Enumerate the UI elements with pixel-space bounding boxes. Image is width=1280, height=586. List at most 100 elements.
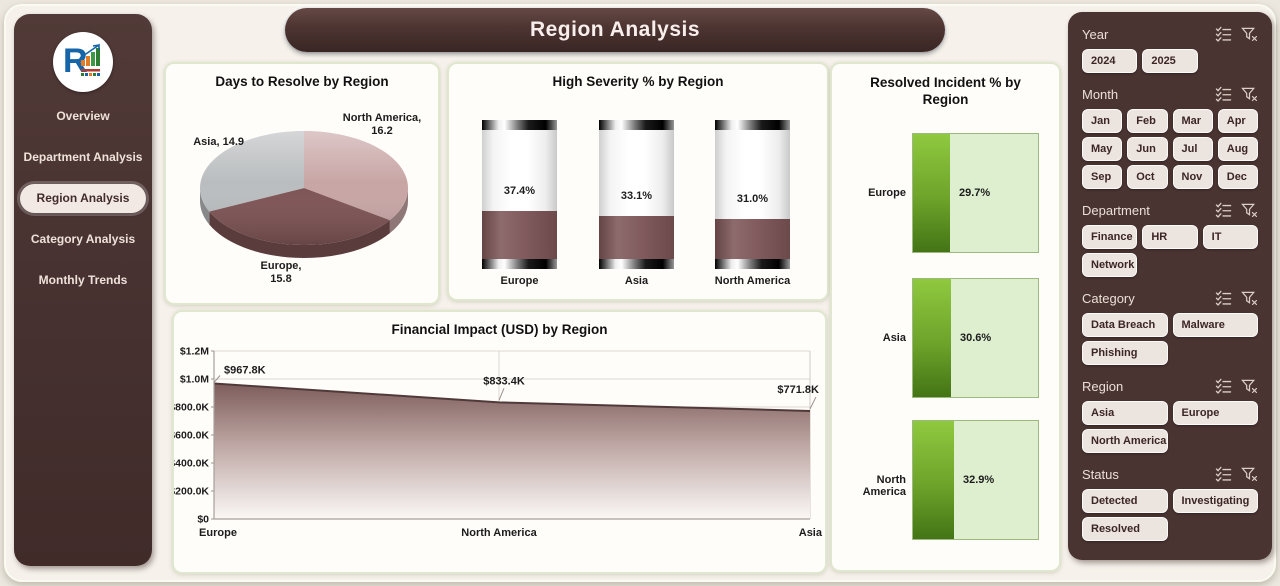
clear-filter-icon[interactable] — [1241, 27, 1258, 42]
cylinder-body: 33.1% — [599, 130, 674, 259]
multi-select-icon[interactable] — [1215, 202, 1232, 218]
panel-resolved-incident: Resolved Incident % by Region Europe 29.7… — [830, 62, 1061, 572]
cylinder-body: 37.4% — [482, 130, 557, 259]
slicer-options-status: Detected Investigating Resolved — [1082, 489, 1258, 541]
sidebar-item-category-analysis[interactable]: Category Analysis — [30, 232, 136, 246]
filter-category-data-breach[interactable]: Data Breach — [1082, 313, 1168, 337]
filter-month-mar[interactable]: Mar — [1172, 109, 1213, 133]
slicer-title: Category — [1082, 290, 1135, 306]
filter-category-phishing[interactable]: Phishing — [1082, 341, 1168, 365]
panel-days-to-resolve: Days to Resolve by Region North America,… — [164, 62, 440, 305]
resolved-value-label: 30.6% — [960, 332, 992, 344]
filter-month-jan[interactable]: Jan — [1082, 109, 1123, 133]
filter-month-jul[interactable]: Jul — [1172, 137, 1213, 161]
filter-month-jun[interactable]: Jun — [1127, 137, 1168, 161]
filter-status-investigating[interactable]: Investigating — [1172, 489, 1258, 513]
filter-department-hr[interactable]: HR — [1142, 225, 1198, 249]
filter-month-sep[interactable]: Sep — [1082, 165, 1123, 189]
slicer-title: Month — [1082, 86, 1119, 102]
severity-bar-asia[interactable] — [599, 216, 674, 259]
filter-region-north-america[interactable]: North America — [1082, 429, 1168, 453]
slicer-icon-group — [1215, 378, 1258, 394]
y-axis-label: $0 — [197, 514, 209, 526]
chart-title-resolved-incident: Resolved Incident % by Region — [870, 75, 1021, 107]
slicer-region: Region Asia Europe North America — [1082, 376, 1258, 453]
sidebar-nav: Overview Department Analysis Region Analys… — [20, 102, 146, 295]
slicer-department: Department Finance HR IT Network — [1082, 200, 1258, 277]
resolved-bar-track-asia — [912, 278, 1039, 398]
severity-category-label: Europe — [500, 275, 539, 287]
filter-month-may[interactable]: May — [1082, 137, 1123, 161]
filter-month-oct[interactable]: Oct — [1127, 165, 1168, 189]
resolved-bar-track-europe — [912, 133, 1039, 253]
panel-high-severity: High Severity % by Region 37.4% Europe 33.… — [447, 62, 829, 301]
data-label-asia: $771.8K — [777, 384, 819, 396]
pie-label-north-america: North America, 16.2 — [342, 112, 422, 137]
resolved-bar-asia[interactable] — [913, 279, 951, 397]
pie-slice-europe-side — [209, 211, 390, 258]
sidebar-item-monthly-trends[interactable]: Monthly Trends — [38, 273, 128, 287]
slicer-title: Department — [1082, 202, 1150, 218]
slicer-header-status: Status — [1082, 464, 1258, 484]
filter-region-europe[interactable]: Europe — [1172, 401, 1258, 425]
severity-bar-north-america[interactable] — [715, 219, 790, 259]
filter-month-aug[interactable]: Aug — [1217, 137, 1258, 161]
multi-select-icon[interactable] — [1215, 26, 1232, 42]
panel-financial-impact: Financial Impact (USD) by Region $0 $200.… — [172, 310, 827, 574]
multi-select-icon[interactable] — [1215, 466, 1232, 482]
severity-category-label: North America — [714, 275, 791, 287]
sidebar-item-region-analysis[interactable]: Region Analysis — [20, 184, 146, 213]
sidebar-item-overview[interactable]: Overview — [56, 109, 110, 123]
filter-department-network[interactable]: Network — [1082, 253, 1138, 277]
slicer-options-region: Asia Europe North America — [1082, 401, 1258, 453]
filter-month-nov[interactable]: Nov — [1172, 165, 1213, 189]
y-axis-label: $800.0K — [174, 402, 209, 414]
x-axis-label-north-america: North America — [461, 527, 537, 539]
data-label-north-america: $833.4K — [483, 375, 525, 387]
resolved-bar-north-america[interactable] — [913, 421, 954, 539]
clear-filter-icon[interactable] — [1241, 467, 1258, 482]
cylinder-top-cap — [715, 120, 790, 130]
slicer-year: Year 2024 2025 — [1082, 24, 1258, 73]
severity-column-europe: 37.4% — [482, 120, 557, 269]
clear-filter-icon[interactable] — [1241, 87, 1258, 102]
resolved-bar-europe[interactable] — [913, 134, 950, 252]
filter-status-detected[interactable]: Detected — [1082, 489, 1168, 513]
multi-select-icon[interactable] — [1215, 86, 1232, 102]
filter-year-2025[interactable]: 2025 — [1142, 49, 1198, 73]
multi-select-icon[interactable] — [1215, 378, 1232, 394]
area-series[interactable] — [214, 383, 810, 519]
y-axis-label: $1.0M — [180, 374, 209, 386]
filter-month-apr[interactable]: Apr — [1217, 109, 1258, 133]
filter-category-malware[interactable]: Malware — [1172, 313, 1258, 337]
filter-region-asia[interactable]: Asia — [1082, 401, 1168, 425]
filter-month-dec[interactable]: Dec — [1217, 165, 1258, 189]
y-axis-label: $400.0K — [174, 458, 209, 470]
clear-filter-icon[interactable] — [1241, 203, 1258, 218]
filter-panel: Year 2024 2025 Month Jan Feb Mar Apr May Jun Jul Au… — [1068, 12, 1272, 560]
filter-month-feb[interactable]: Feb — [1127, 109, 1168, 133]
cylinder-top-cap — [599, 120, 674, 130]
clear-filter-icon[interactable] — [1241, 379, 1258, 394]
slicer-options-month: Jan Feb Mar Apr May Jun Jul Aug Sep Oct Nov Dec — [1082, 109, 1258, 189]
multi-select-icon[interactable] — [1215, 290, 1232, 306]
slicer-title: Status — [1082, 466, 1119, 482]
area-series-line — [213, 382, 811, 412]
filter-status-resolved[interactable]: Resolved — [1082, 517, 1168, 541]
pie-label-asia: Asia, 14.9 — [193, 136, 244, 148]
severity-bar-europe[interactable] — [482, 211, 557, 259]
slicer-icon-group — [1215, 290, 1258, 306]
x-axis-label-europe: Europe — [199, 527, 237, 539]
filter-department-it[interactable]: IT — [1202, 225, 1258, 249]
filter-department-finance[interactable]: Finance — [1082, 225, 1138, 249]
slicer-status: Status Detected Investigating Resolved — [1082, 464, 1258, 541]
severity-value-label: 33.1% — [620, 190, 653, 202]
y-axis-label: $1.2M — [180, 346, 209, 358]
cylinder-top-cap — [482, 120, 557, 130]
filter-year-2024[interactable]: 2024 — [1082, 49, 1138, 73]
sidebar-item-department-analysis[interactable]: Department Analysis — [23, 150, 143, 164]
y-axis-label: $200.0K — [174, 486, 209, 498]
x-axis-label-asia: Asia — [799, 527, 823, 539]
pie-chart — [200, 131, 408, 258]
clear-filter-icon[interactable] — [1241, 291, 1258, 306]
